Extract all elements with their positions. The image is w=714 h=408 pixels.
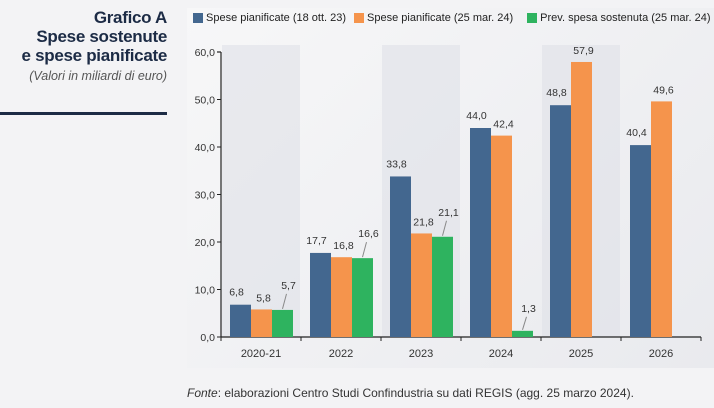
data-label: 33,8 bbox=[386, 158, 407, 170]
bar-1 bbox=[310, 252, 331, 337]
source-note: Fonte: elaborazioni Centro Studi Confind… bbox=[187, 386, 634, 400]
legend-swatch-series-3 bbox=[527, 13, 538, 23]
y-tick-label: 30,0 bbox=[195, 190, 216, 202]
bar-2 bbox=[651, 101, 672, 338]
y-tick-label: 10,0 bbox=[195, 285, 216, 297]
label-leader-line bbox=[362, 242, 367, 258]
legend-label-series-1: Spese pianificate (18 ott. 23) bbox=[206, 12, 347, 24]
x-tick-label: 2024 bbox=[489, 348, 513, 360]
chart-title-line-2: Spese sostenute bbox=[36, 27, 167, 46]
bar-1 bbox=[550, 105, 571, 337]
label-leader-line bbox=[522, 316, 527, 330]
bar-1 bbox=[390, 176, 411, 337]
data-label: 16,6 bbox=[358, 228, 379, 240]
bar-1 bbox=[470, 128, 491, 337]
bar-2 bbox=[331, 257, 352, 337]
bar-3 bbox=[432, 236, 453, 337]
legend-label-series-3: Prev. spesa sostenuta (25 mar. 24) bbox=[540, 12, 711, 24]
x-tick-label: 2026 bbox=[649, 348, 673, 360]
chart-title-block: Grafico A Spese sostenute e spese pianif… bbox=[0, 8, 168, 83]
bar-2 bbox=[251, 309, 272, 337]
bar-1 bbox=[230, 304, 251, 337]
bar-1 bbox=[630, 145, 651, 337]
data-label: 1,3 bbox=[521, 303, 536, 315]
bar-3 bbox=[352, 258, 373, 337]
source-text: : elaborazioni Centro Studi Confindustri… bbox=[217, 386, 634, 400]
bar-3 bbox=[272, 309, 293, 337]
label-leader-line bbox=[442, 220, 447, 236]
data-label: 16,8 bbox=[333, 240, 354, 252]
y-tick-label: 60,0 bbox=[195, 47, 216, 59]
data-label: 5,7 bbox=[281, 280, 296, 292]
data-label: 48,8 bbox=[546, 87, 567, 99]
legend-item-series-2: Spese pianificate (25 mar. 24) bbox=[354, 12, 513, 24]
data-label: 21,8 bbox=[413, 216, 434, 228]
data-label: 44,0 bbox=[466, 110, 487, 122]
chart-title-line-1: Grafico A bbox=[93, 8, 167, 27]
data-label: 42,4 bbox=[493, 119, 514, 131]
bar-2 bbox=[571, 61, 592, 337]
y-tick-label: 20,0 bbox=[195, 237, 216, 249]
chart-subtitle: (Valori in miliardi di euro) bbox=[29, 69, 167, 83]
legend-swatch-series-2 bbox=[354, 13, 365, 23]
x-tick-label: 2022 bbox=[329, 348, 353, 360]
legend-item-series-3: Prev. spesa sostenuta (25 mar. 24) bbox=[527, 12, 711, 24]
label-leader-line bbox=[282, 293, 287, 310]
legend: Spese pianificate (18 ott. 23) Spese pia… bbox=[193, 12, 711, 24]
x-tick-label: 2020-21 bbox=[241, 348, 281, 360]
data-label: 6,8 bbox=[229, 287, 244, 299]
category-band bbox=[222, 45, 300, 337]
data-label: 57,9 bbox=[573, 45, 594, 57]
x-tick-label: 2023 bbox=[409, 348, 433, 360]
data-label: 40,4 bbox=[626, 127, 647, 139]
source-label: Fonte bbox=[187, 386, 218, 400]
data-label: 5,8 bbox=[256, 292, 271, 304]
bar-2 bbox=[491, 135, 512, 337]
x-tick-label: 2025 bbox=[569, 348, 593, 360]
data-label: 21,1 bbox=[438, 207, 459, 219]
y-tick-label: 40,0 bbox=[195, 142, 216, 154]
bar-2 bbox=[411, 233, 432, 337]
bar-3 bbox=[512, 330, 533, 337]
chart-title-line-3: e spese pianificate bbox=[21, 46, 168, 65]
legend-item-series-1: Spese pianificate (18 ott. 23) bbox=[193, 12, 346, 24]
legend-swatch-series-1 bbox=[193, 13, 203, 23]
y-tick-label: 50,0 bbox=[195, 95, 216, 107]
legend-label-series-2: Spese pianificate (25 mar. 24) bbox=[367, 12, 514, 24]
title-divider bbox=[0, 112, 167, 115]
data-label: 49,6 bbox=[653, 84, 674, 96]
y-tick-label: 0,0 bbox=[200, 332, 215, 344]
data-label: 17,7 bbox=[306, 235, 327, 247]
